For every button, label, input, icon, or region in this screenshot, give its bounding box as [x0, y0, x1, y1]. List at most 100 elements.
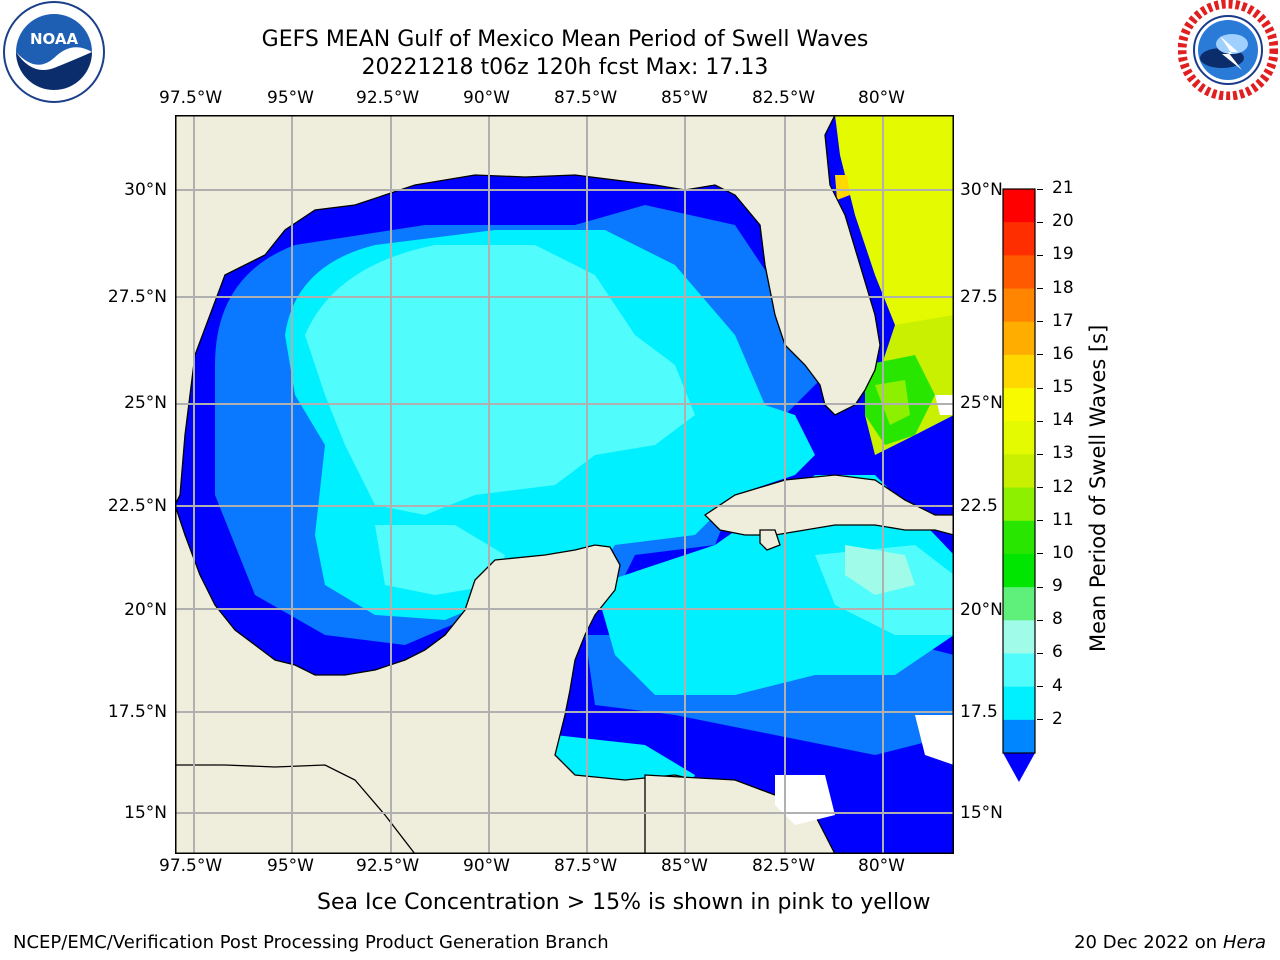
colorbar-tick-label: 4	[1052, 675, 1063, 696]
land-us	[175, 115, 881, 506]
noaa-logo-text: NOAA	[30, 30, 79, 48]
lon-label: 82.5°W	[752, 856, 816, 876]
colorbar-tick-mark	[1037, 553, 1043, 555]
lon-label: 80°W	[858, 88, 905, 108]
colorbar-tick-label: 15	[1052, 377, 1074, 398]
colorbar-tick-label: 2	[1052, 708, 1063, 729]
map-title: GEFS MEAN Gulf of Mexico Mean Period of …	[261, 27, 869, 52]
colorbar-segment	[1003, 388, 1035, 422]
colorbar-tick-mark	[1037, 586, 1043, 588]
colorbar-tick-label: 6	[1052, 642, 1063, 663]
lon-label: 87.5°W	[554, 88, 618, 108]
colorbar-tick-labels: 21 20 19 18 17 16 15 14 13 12 11 10 9 8 6 4 2	[1037, 178, 1097, 788]
colorbar	[1002, 188, 1036, 783]
colorbar-tick-mark	[1037, 420, 1043, 422]
colorbar-tick-label: 20	[1052, 211, 1074, 232]
colorbar-segments	[1003, 189, 1035, 754]
colorbar-tick-label: 18	[1052, 277, 1074, 298]
lon-label: 92.5°W	[356, 88, 420, 108]
lat-label: 27.5	[960, 287, 998, 307]
lat-label: 30°N	[960, 180, 1003, 200]
colorbar-tick-label: 13	[1052, 443, 1074, 464]
colorbar-tick-label: 12	[1052, 476, 1074, 497]
map-subtitle: 20221218 t06z 120h fcst Max: 17.13	[361, 55, 769, 80]
colorbar-segment	[1003, 222, 1035, 256]
colorbar-tick-mark	[1037, 354, 1043, 356]
sea-ice-note: Sea Ice Concentration > 15% is shown in …	[317, 890, 931, 915]
lon-label: 95°W	[267, 856, 314, 876]
lat-label: 22.5	[960, 496, 998, 516]
colorbar-tick-mark	[1037, 719, 1043, 721]
colorbar-tick-mark	[1037, 686, 1043, 688]
lat-label: 20°N	[960, 600, 1003, 620]
footer-date: 20 Dec 2022 on	[1074, 932, 1218, 953]
map-panel	[175, 115, 954, 854]
colorbar-segment	[1003, 421, 1035, 455]
lat-label: 15°N	[960, 803, 1003, 823]
colorbar-tick-mark	[1037, 652, 1043, 654]
lat-label: 27.5°N	[107, 287, 167, 307]
footer-right: 20 Dec 2022 on Hera	[1074, 932, 1266, 953]
colorbar-tick-label: 10	[1052, 542, 1074, 563]
lat-label: 30°N	[124, 180, 167, 200]
colorbar-segment	[1003, 454, 1035, 489]
colorbar-tick-mark	[1037, 221, 1043, 223]
map-frame	[175, 115, 954, 854]
lon-label: 95°W	[267, 88, 314, 108]
colorbar-tick-label: 14	[1052, 410, 1074, 431]
colorbar-segment	[1003, 354, 1035, 389]
lat-label: 22.5°N	[107, 496, 167, 516]
lon-label: 87.5°W	[554, 856, 618, 876]
lon-label: 80°W	[858, 856, 905, 876]
colorbar-segment	[1003, 553, 1035, 588]
colorbar-segment	[1003, 587, 1035, 621]
colorbar-tick-mark	[1037, 254, 1043, 256]
lon-label: 85°W	[661, 88, 708, 108]
colorbar-segment	[1003, 321, 1035, 356]
colorbar-tick-label: 19	[1052, 244, 1074, 265]
colorbar-tick-label: 16	[1052, 343, 1074, 364]
lon-label: 97.5°W	[159, 856, 223, 876]
colorbar-segment	[1003, 487, 1035, 522]
colorbar-segment	[1003, 189, 1035, 223]
colorbar-extend-triangle	[1003, 753, 1035, 782]
colorbar-tick-mark	[1037, 321, 1043, 323]
lon-label: 85°W	[661, 856, 708, 876]
colorbar-tick-mark	[1037, 453, 1043, 455]
colorbar-segment	[1003, 255, 1035, 290]
lat-label: 25°N	[124, 393, 167, 413]
colorbar-tick-mark	[1037, 387, 1043, 389]
colorbar-tick-mark	[1037, 520, 1043, 522]
colorbar-tick-mark	[1037, 619, 1043, 621]
colorbar-tick-label: 11	[1052, 509, 1074, 530]
colorbar-segment	[1003, 653, 1035, 688]
lat-label: 25°N	[960, 393, 1003, 413]
lon-label: 82.5°W	[752, 88, 816, 108]
lon-label: 97.5°W	[159, 88, 223, 108]
lat-labels-right: 30°N 27.5 25°N 22.5 20°N 17.5 15°N	[958, 0, 1008, 960]
colorbar-segment	[1003, 520, 1035, 555]
lon-label: 90°W	[463, 856, 510, 876]
map-gridlines	[175, 115, 954, 854]
lat-label: 15°N	[124, 803, 167, 823]
footer-left: NCEP/EMC/Verification Post Processing Pr…	[13, 932, 609, 953]
lon-labels-bottom: 97.5°W 95°W 92.5°W 90°W 87.5°W 85°W 82.5…	[0, 856, 1280, 880]
colorbar-segment	[1003, 620, 1035, 654]
footer-machine: Hera	[1222, 932, 1266, 953]
colorbar-tick-label: 17	[1052, 310, 1074, 331]
ocean-field-6to8	[305, 245, 695, 515]
colorbar-tick-label: 21	[1052, 178, 1074, 198]
noaa-logo-icon: NOAA	[2, 0, 106, 104]
lat-label: 20°N	[124, 600, 167, 620]
colorbar-tick-mark	[1037, 487, 1043, 489]
lon-label: 90°W	[463, 88, 510, 108]
lat-labels-left: 30°N 27.5°N 25°N 22.5°N 20°N 17.5°N 15°N	[0, 0, 175, 960]
colorbar-segment	[1003, 719, 1035, 754]
nws-logo-icon	[1177, 0, 1279, 101]
lon-label: 92.5°W	[356, 856, 420, 876]
colorbar-title: Mean Period of Swell Waves [s]	[1086, 324, 1110, 652]
ocean-field-13to15	[835, 115, 954, 345]
colorbar-tick-mark	[1037, 188, 1043, 190]
colorbar-tick-mark	[1037, 288, 1043, 290]
lat-label: 17.5°N	[107, 702, 167, 722]
